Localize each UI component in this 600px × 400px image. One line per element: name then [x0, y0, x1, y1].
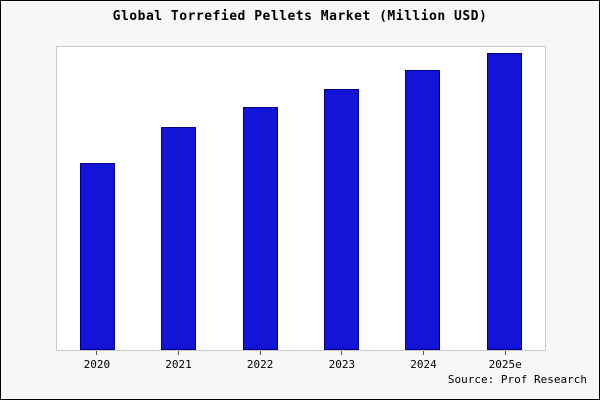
x-tick-mark	[178, 351, 179, 355]
bar-slot-2020	[57, 47, 138, 350]
bar-slot-2024	[382, 47, 463, 350]
x-tick-mark	[259, 351, 261, 355]
x-tick-label-2020: 2020	[83, 358, 111, 371]
x-tick-mark	[423, 351, 425, 355]
x-tick-label-2025e: 2025e	[488, 358, 522, 371]
x-label-slot-2025e: 2025e	[464, 351, 546, 371]
bar-group	[57, 47, 545, 350]
x-label-slot-2021: 2021	[138, 351, 220, 371]
x-tick-mark	[504, 351, 506, 355]
bar-2024	[405, 69, 441, 350]
bar-2025e	[486, 52, 522, 350]
x-tick-label-2023: 2023	[328, 358, 356, 371]
chart-title: Global Torrefied Pellets Market (Million…	[112, 9, 488, 24]
x-label-slot-2023: 2023	[301, 351, 383, 371]
x-label-slot-2024: 2024	[383, 351, 465, 371]
bar-slot-2022	[220, 47, 301, 350]
x-tick-label-2022: 2022	[246, 358, 274, 371]
x-tick-label-2021: 2021	[165, 358, 192, 371]
x-label-slot-2022: 2022	[219, 351, 301, 371]
plot-area	[56, 46, 546, 351]
x-tick-mark	[96, 351, 98, 355]
source-text: Source: Prof Research	[447, 373, 587, 386]
bar-2023	[324, 88, 360, 350]
bar-2021	[161, 126, 197, 350]
x-tick-label-2024: 2024	[410, 358, 437, 371]
x-label-slot-2020: 2020	[56, 351, 138, 371]
bar-slot-2023	[301, 47, 382, 350]
bar-slot-2021	[138, 47, 219, 350]
bar-2022	[242, 106, 278, 350]
x-tick-mark	[341, 351, 343, 355]
bar-2020	[80, 163, 116, 350]
x-axis-labels: 2020 2021 2022 2023 2024 2025e	[56, 351, 546, 371]
bar-slot-2025e	[464, 47, 545, 350]
